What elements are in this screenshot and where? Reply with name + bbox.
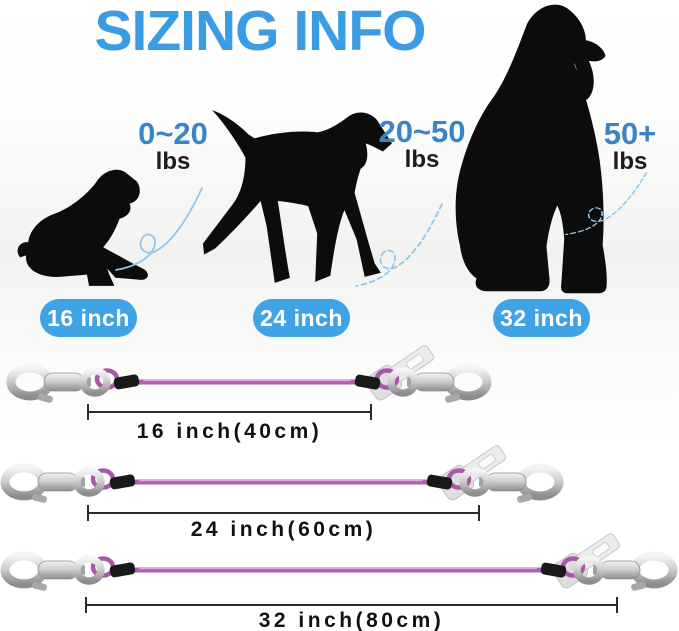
swoosh-arrow-icon — [565, 172, 647, 236]
cable-32-inch — [0, 527, 676, 596]
cable-24-inch — [0, 439, 562, 508]
dimension-line-16 — [87, 404, 372, 420]
weight-range: 0~20 — [138, 116, 208, 151]
snap-hook-icon — [577, 556, 673, 591]
small-dog-silhouette-icon — [17, 169, 148, 286]
snap-hook-icon — [463, 468, 559, 503]
dimension-line-24 — [87, 505, 480, 521]
weight-label-medium: 20~50 lbs — [372, 116, 472, 172]
weight-unit: lbs — [612, 147, 648, 175]
dimension-line-32 — [85, 597, 618, 613]
weight-unit: lbs — [155, 147, 191, 175]
cable-16-inch — [4, 339, 490, 408]
dimension-label-32: 32 inch(80cm) — [258, 609, 445, 631]
dimension-label-16: 16 inch(40cm) — [136, 420, 323, 443]
weight-label-small: 0~20 lbs — [132, 118, 214, 174]
size-badge-32-inch: 32 inch — [493, 299, 590, 337]
snap-hook-icon — [11, 368, 107, 403]
page-title: SIZING INFO — [94, 0, 427, 63]
weight-unit: lbs — [404, 145, 440, 173]
swoosh-arrow-icon — [115, 187, 203, 271]
size-badge-16-inch: 16 inch — [40, 299, 137, 337]
large-dog-silhouette-icon — [455, 4, 607, 294]
snap-hook-icon — [5, 468, 101, 503]
weight-range: 20~50 — [378, 114, 466, 149]
dimension-label-24: 24 inch(60cm) — [190, 518, 377, 541]
swoosh-arrow-icon — [355, 203, 443, 287]
weight-range: 50+ — [603, 116, 657, 151]
snap-hook-icon — [5, 556, 101, 591]
medium-dog-silhouette-icon — [203, 110, 392, 283]
weight-label-large: 50+ lbs — [585, 118, 675, 174]
snap-hook-icon — [391, 368, 487, 403]
size-badge-24-inch: 24 inch — [253, 299, 350, 337]
